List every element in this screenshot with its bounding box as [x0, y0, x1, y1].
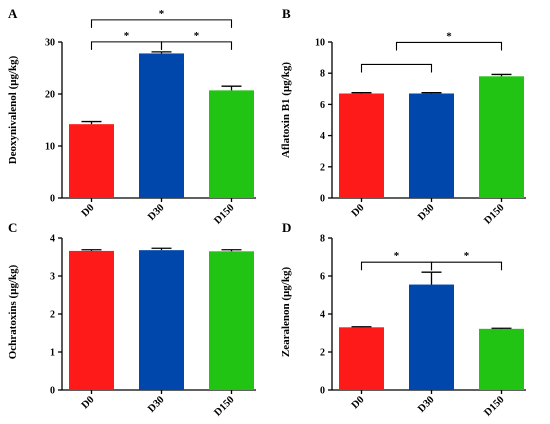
- bar-d30: [409, 284, 454, 390]
- y-tick-label: 0: [50, 386, 55, 397]
- panel-letter: D: [282, 220, 291, 235]
- panel-letter: B: [282, 6, 291, 21]
- significance-label: *: [446, 30, 452, 42]
- y-axis-label: Aflatoxin B1 (μg/kg): [280, 62, 292, 158]
- y-tick-label: 4: [320, 131, 325, 142]
- y-tick-label: 0: [320, 386, 325, 397]
- panel-letter: C: [8, 220, 17, 235]
- panel-a: A Deoxynivalenol (μg/kg) 0 10 20 30 D0 D30 D150 *…: [7, 6, 256, 227]
- y-tick-label: 10: [315, 38, 325, 49]
- category-label-d150: D150: [212, 394, 236, 418]
- y-tick-label: 0: [50, 194, 55, 205]
- category-label-d150: D150: [482, 202, 506, 226]
- y-tick-label: 30: [45, 38, 55, 49]
- category-label-d30: D30: [146, 394, 167, 415]
- significance-label: *: [394, 250, 400, 262]
- bar-d150: [479, 328, 524, 390]
- y-tick-label: 8: [320, 69, 325, 80]
- significance-bracket: [90, 41, 163, 50]
- y-axis-label: Deoxynivalenol (μg/kg): [7, 55, 19, 164]
- y-axis-label: Zearalenon (μg/kg): [280, 267, 292, 358]
- bar-d30: [139, 250, 184, 390]
- bar-d150: [209, 90, 254, 198]
- category-label-d150: D150: [482, 394, 506, 418]
- panel-c: C Ochratoxins (μg/kg) 0 1 2 3 4 D0 D30 D150: [7, 220, 256, 419]
- y-axis-label: Ochratoxins (μg/kg): [7, 264, 19, 359]
- category-label-d30: D30: [416, 202, 437, 223]
- y-tick-label: 3: [50, 272, 55, 283]
- bar-d30: [409, 93, 454, 198]
- y-tick-label: 4: [50, 234, 55, 245]
- panel-letter: A: [8, 6, 18, 21]
- significance-label: *: [464, 250, 470, 262]
- bar-d0: [69, 124, 114, 198]
- y-tick-label: 4: [320, 310, 325, 321]
- panel-d: D Zearalenon (μg/kg) 0 2 4 6 8 D0 D30 D150 * *: [280, 220, 526, 419]
- category-label-d0: D0: [80, 202, 97, 219]
- panel-b: B Aflatoxin B1 (μg/kg) 0 2 4 6 8 10 D0 D30 D150 *: [280, 6, 526, 227]
- significance-bracket: [395, 41, 503, 51]
- significance-label: *: [159, 8, 165, 20]
- y-tick-label: 6: [320, 272, 325, 283]
- y-tick-label: 6: [320, 100, 325, 111]
- y-tick-label: 2: [320, 162, 325, 173]
- bar-d150: [209, 251, 254, 390]
- category-label-d0: D0: [80, 394, 97, 411]
- y-tick-label: 8: [320, 234, 325, 245]
- significance-bracket: [360, 261, 433, 271]
- significance-bracket: [430, 261, 503, 271]
- significance-bracket: [360, 63, 433, 73]
- category-label-d30: D30: [146, 202, 167, 223]
- bar-d150: [479, 76, 524, 198]
- y-tick-label: 2: [50, 310, 55, 321]
- bar-d0: [339, 93, 384, 198]
- significance-label: *: [194, 30, 200, 42]
- bar-d30: [139, 53, 184, 198]
- y-tick-label: 0: [320, 194, 325, 205]
- significance-label: *: [124, 30, 130, 42]
- category-label-d150: D150: [212, 202, 236, 226]
- y-tick-label: 2: [320, 348, 325, 359]
- y-tick-label: 10: [45, 142, 55, 153]
- significance-bracket: [90, 19, 233, 28]
- bar-d0: [339, 327, 384, 390]
- category-label-d30: D30: [416, 394, 437, 415]
- y-tick-label: 1: [50, 348, 55, 359]
- category-label-d0: D0: [350, 394, 367, 411]
- y-tick-label: 20: [45, 90, 55, 101]
- bar-d0: [69, 250, 114, 390]
- significance-bracket: [160, 41, 233, 50]
- category-label-d0: D0: [350, 202, 367, 219]
